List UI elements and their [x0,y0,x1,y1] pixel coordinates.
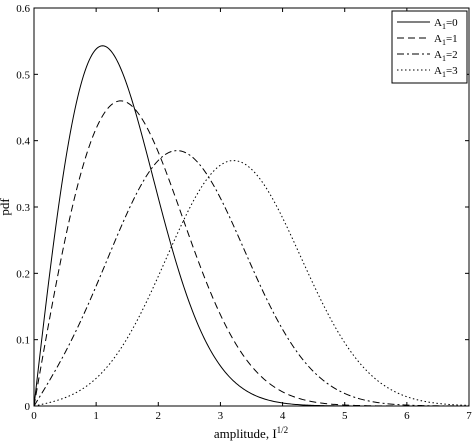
series-curves [33,45,470,407]
legend-label-suffix: =2 [446,49,458,61]
legend-label: A1=2 [434,49,458,63]
legend-label-subscript: 1 [442,54,446,63]
y-tick-label: 0.3 [16,202,30,214]
legend-label-subscript: 1 [442,70,446,79]
legend-label-suffix: =0 [446,17,458,29]
y-tick-label: 0.2 [16,268,30,280]
legend-label: A1=0 [434,17,458,31]
series-line-a1-1 [33,100,469,407]
legend: A1=0A1=1A1=2A1=3 [391,10,468,84]
y-tick-label: 0 [25,401,31,413]
x-tick-label: 0 [31,410,37,422]
x-tick-label: 5 [342,410,348,422]
legend-label: A1=1 [434,33,458,47]
y-tick-label: 0.1 [16,335,30,347]
y-tick-label: 0.4 [16,136,30,148]
x-tick-label: 1 [93,410,99,422]
legend-label-suffix: =3 [446,65,458,77]
legend-label-name: A [434,17,442,29]
y-tick-label: 0.6 [16,3,30,15]
x-tick-label: 4 [280,410,286,422]
legend-label-name: A [434,65,442,77]
series-line-a1-2 [33,150,470,407]
legend-label-suffix: =1 [446,33,458,45]
legend-label-subscript: 1 [442,22,446,31]
legend-label-subscript: 1 [442,38,446,47]
series-line-a1-3 [33,160,470,407]
legend-label-name: A [434,33,442,45]
legend-box [391,10,468,84]
legend-label: A1=3 [434,65,458,79]
x-tick-label: 7 [466,410,472,422]
x-tick-label: 2 [156,410,162,422]
legend-label-name: A [434,49,442,61]
x-tick-label: 3 [218,410,224,422]
y-axis-label: pdf [0,198,12,216]
x-axis-label: amplitude, I1/2 [214,425,288,441]
y-tick-label: 0.5 [16,69,30,81]
x-tick-label: 6 [404,410,410,422]
x-axis-label-superscript: 1/2 [277,425,289,435]
series-line-a1-0 [33,45,469,407]
